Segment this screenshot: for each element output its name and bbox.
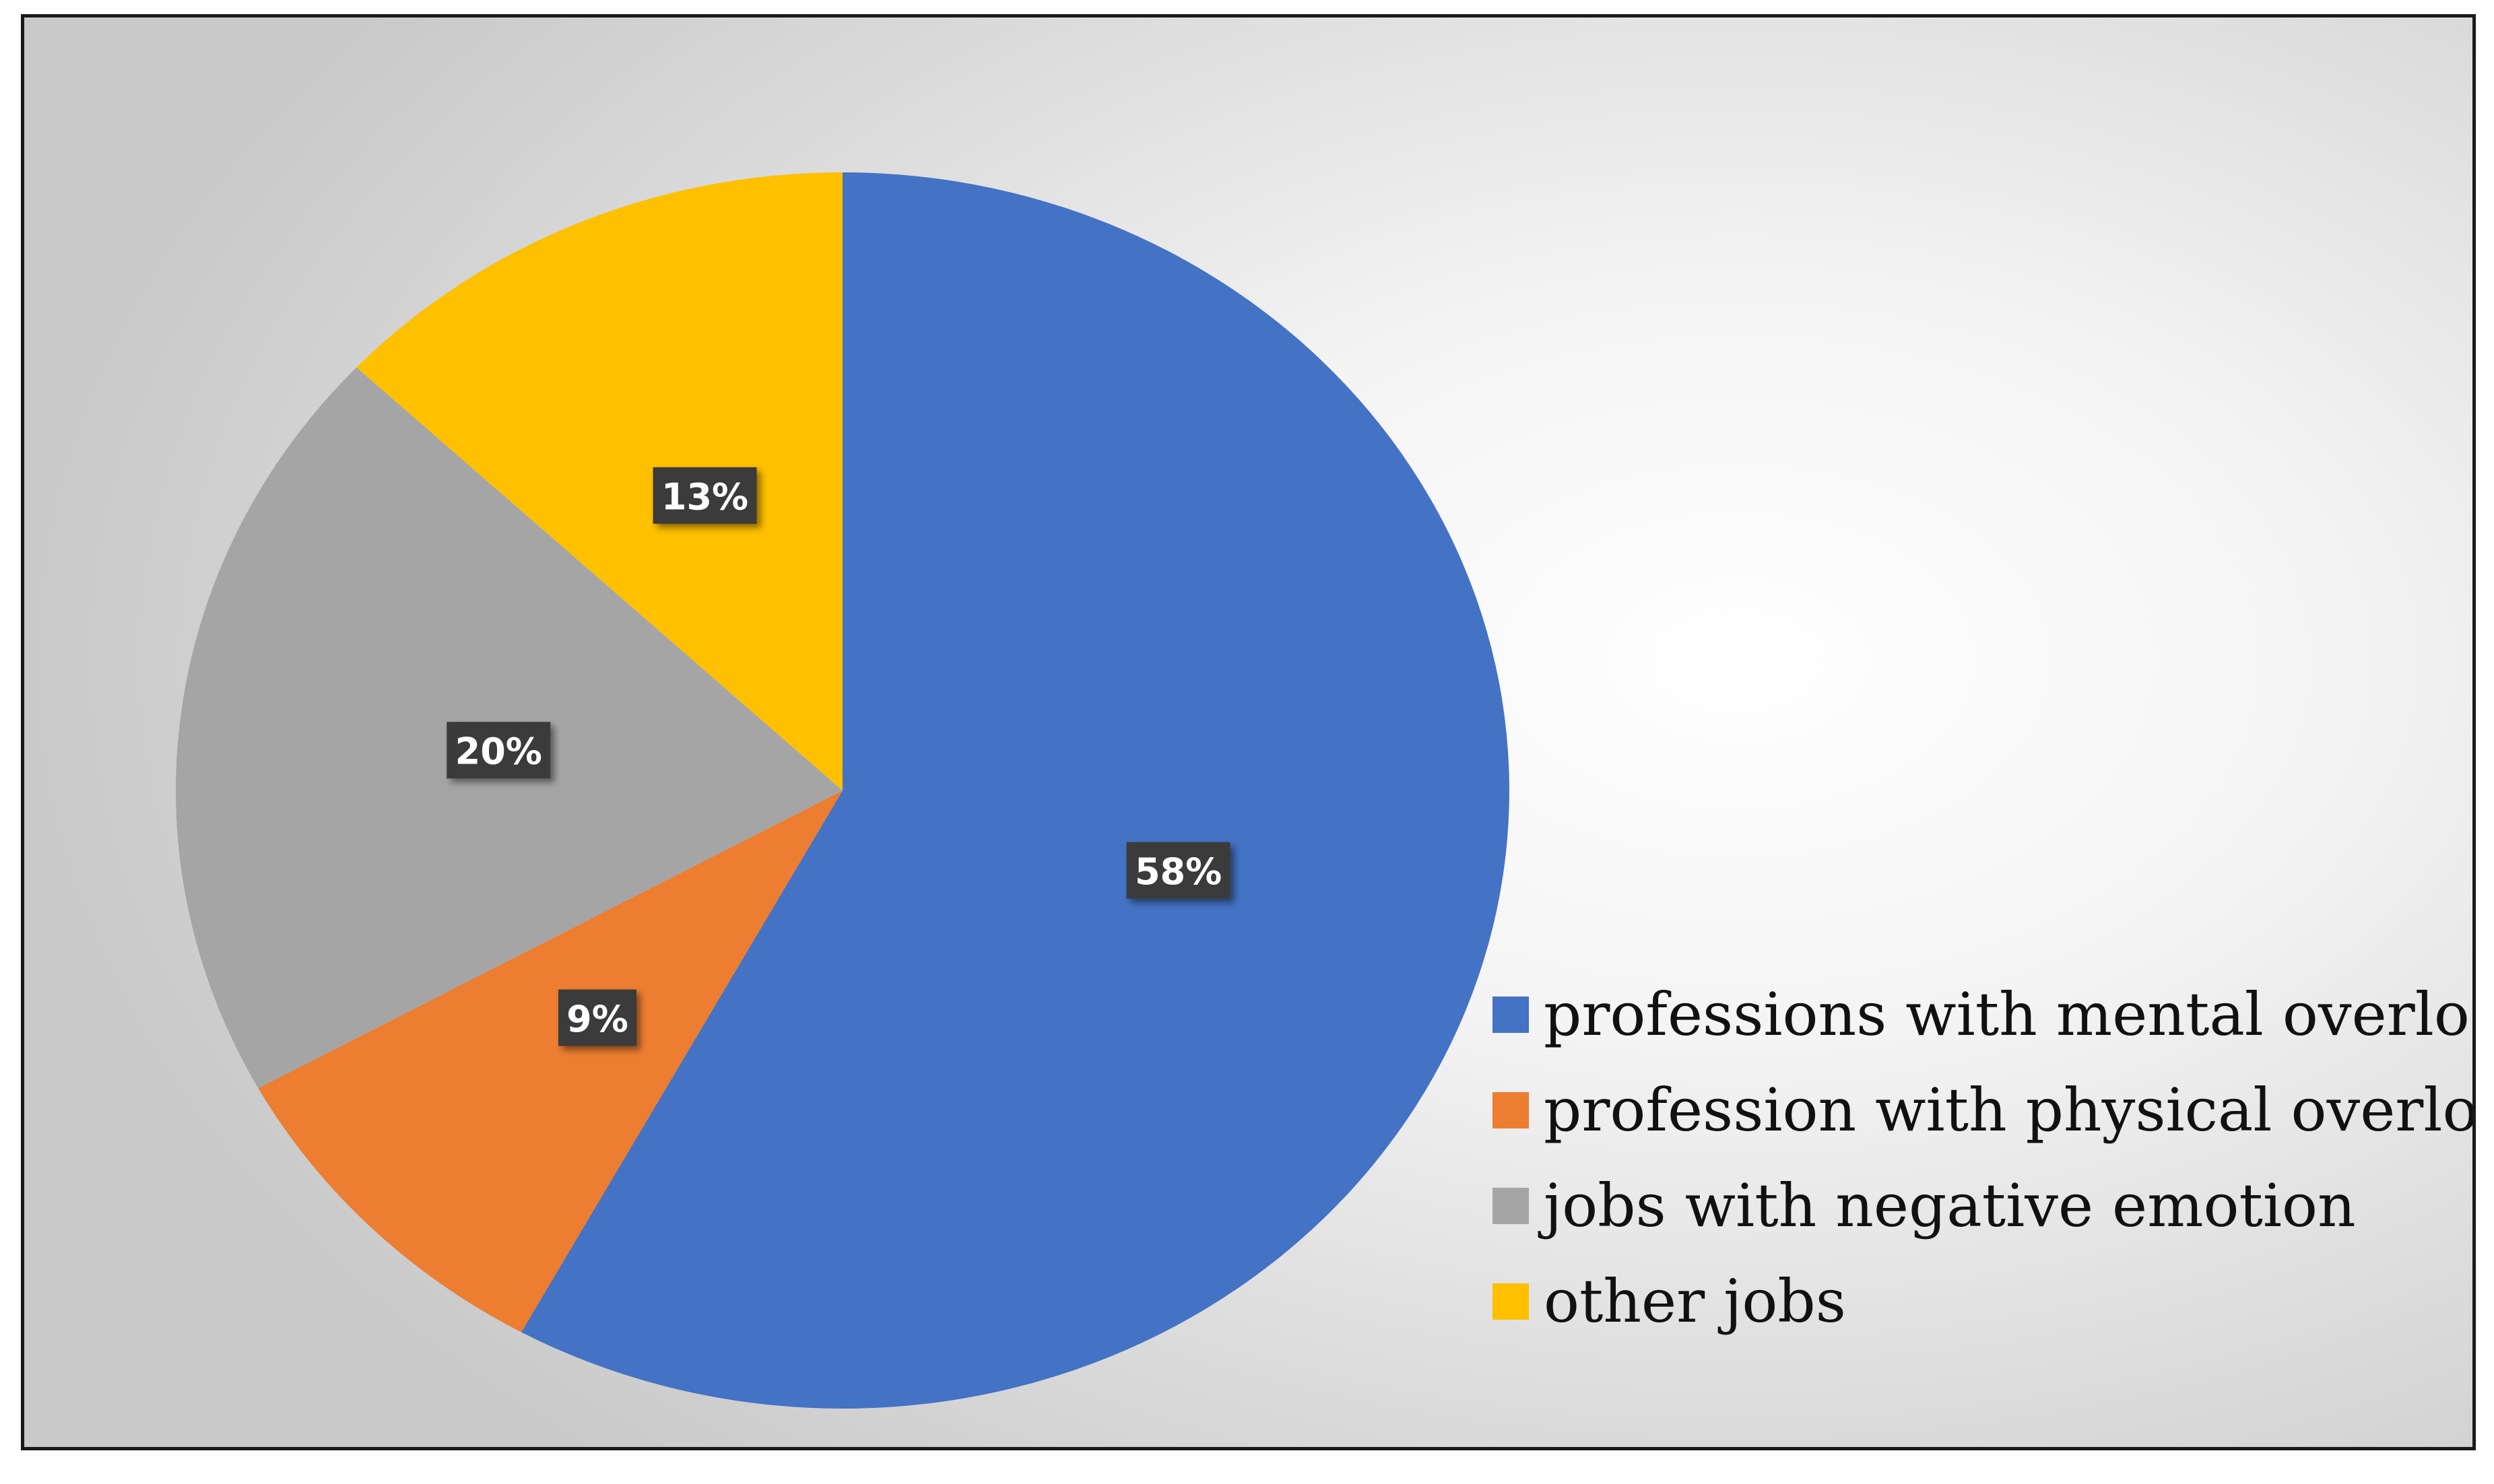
pie-chart: 58% 9% 20% 13% [176,172,1509,1409]
data-label-text: 58% [1135,850,1222,893]
legend-item: profession with physical overload [1492,1063,2476,1158]
pie-slices [176,172,1509,1409]
legend-label: professions with mental overload [1544,980,2476,1049]
legend-swatch [1492,1188,1529,1224]
legend-swatch [1492,1092,1529,1128]
legend: professions with mental overload profess… [1492,967,2476,1349]
legend-label: other jobs [1544,1267,1846,1336]
chart-frame: 58% 9% 20% 13% professions with mental over… [21,14,2476,1450]
pie-slice [521,172,1509,1409]
legend-item: professions with mental overload [1492,967,2476,1063]
data-label-box [447,722,551,779]
legend-item: other jobs [1492,1254,2472,1349]
data-label-box [653,467,757,524]
pie-slice [356,172,843,790]
legend-swatch [1492,997,1529,1033]
pie-data-labels: 58% 9% 20% 13% [447,467,1230,1046]
legend-swatch [1492,1283,1529,1320]
data-label-text: 20% [455,731,542,773]
legend-label: jobs with negative emotion [1544,1171,2356,1240]
data-label-box [558,989,636,1046]
legend-item: jobs with negative emotion [1492,1158,2472,1254]
data-label-box [1126,842,1230,899]
pie-data-label: 20% [447,722,551,779]
pie-data-label: 9% [558,989,636,1046]
legend-label: profession with physical overload [1544,1075,2476,1145]
pie-slice [258,790,843,1333]
pie-data-label: 13% [653,467,757,524]
data-label-text: 13% [661,475,748,518]
data-label-text: 9% [566,998,628,1040]
pie-data-label: 58% [1126,842,1230,899]
